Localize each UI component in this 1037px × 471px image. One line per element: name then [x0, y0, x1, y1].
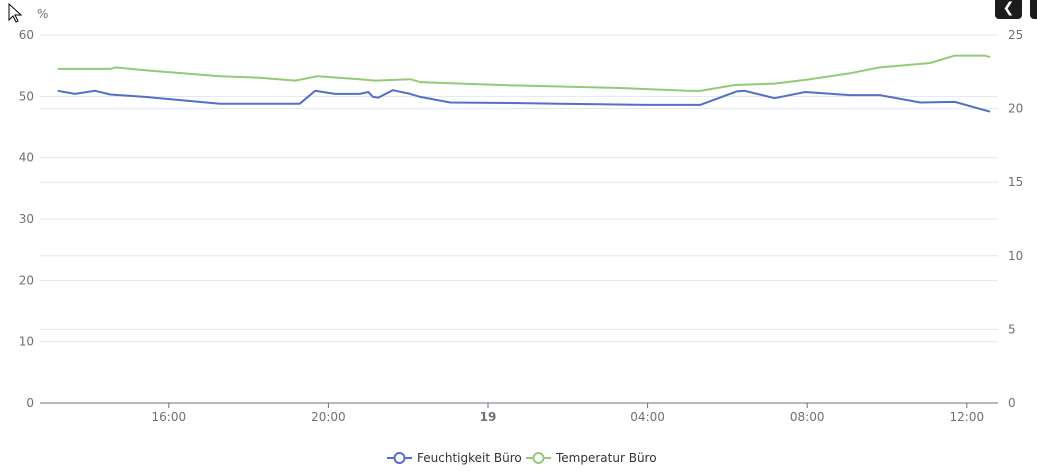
x-tick-label: 12:00: [950, 410, 985, 424]
left-axis-label: %: [37, 7, 48, 21]
legend-item[interactable]: Temperatur Büro: [526, 451, 657, 465]
left-tick-label: 40: [19, 151, 34, 165]
right-tick-label: 0: [1008, 396, 1016, 410]
right-tick-label: 10: [1008, 249, 1023, 263]
left-tick-label: 50: [19, 89, 34, 103]
series-line-temperature: [57, 54, 991, 92]
left-tick-label: 10: [19, 335, 34, 349]
cursor-icon: [8, 2, 23, 23]
menu-button[interactable]: [1030, 0, 1037, 19]
legend-item[interactable]: Feuchtigkeit Büro: [387, 451, 522, 465]
x-tick-label: 16:00: [152, 410, 187, 424]
left-tick-label: 30: [19, 212, 34, 226]
x-tick-label: 04:00: [630, 410, 665, 424]
right-tick-label: 5: [1008, 322, 1016, 336]
back-button[interactable]: ❮: [995, 0, 1022, 19]
left-tick-label: 60: [19, 28, 34, 42]
chevron-left-icon: ❮: [1002, 0, 1015, 16]
legend-label: Feuchtigkeit Büro: [417, 451, 522, 465]
legend-label: Temperatur Büro: [555, 451, 657, 465]
x-tick-label: 19: [480, 410, 497, 424]
legend-marker-icon: [393, 452, 406, 464]
legend-marker-icon: [532, 452, 545, 464]
left-tick-label: 20: [19, 273, 34, 287]
right-tick-label: 15: [1008, 175, 1023, 189]
right-tick-label: 20: [1008, 102, 1023, 116]
right-tick-label: 25: [1008, 28, 1023, 42]
left-tick-label: 0: [26, 396, 34, 410]
series-line-humidity: [57, 89, 991, 113]
x-tick-label: 20:00: [311, 410, 346, 424]
x-tick-label: 08:00: [790, 410, 825, 424]
